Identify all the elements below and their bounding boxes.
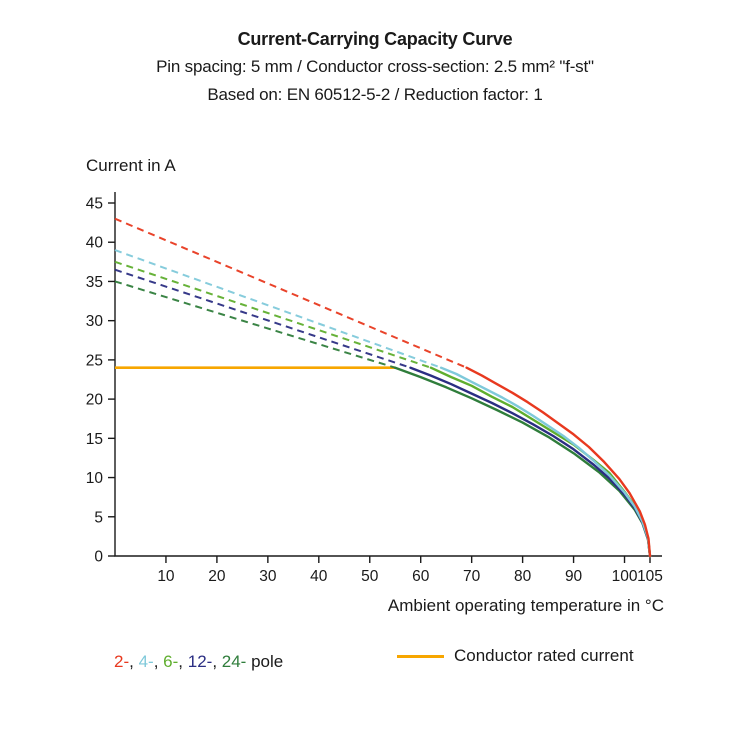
series-group — [114, 217, 652, 558]
x-axis-label: Ambient operating temperature in °C — [387, 596, 664, 615]
x-tick-label: 105 — [637, 568, 663, 585]
series-dashed-2-pole — [114, 217, 467, 369]
series-dashed-12-pole — [114, 268, 411, 369]
legend-suffix: pole — [246, 652, 284, 671]
y-tick-label: 45 — [86, 196, 103, 213]
rated-current-swatch — [397, 654, 444, 658]
series-dashed-4-pole — [114, 249, 442, 369]
y-tick-label: 30 — [86, 313, 104, 330]
legend-separator: , — [212, 652, 222, 671]
rated-current-label: Conductor rated current — [454, 646, 634, 665]
y-tick-label: 35 — [86, 274, 103, 291]
x-tick-label: 70 — [463, 568, 481, 585]
axes-group: 0 5 10 15 20 25 30 35 40 45 10 20 30 40 50 60 70 80 90 100 1… — [86, 192, 663, 585]
y-tick-label: 20 — [86, 392, 104, 409]
x-tick-label: 20 — [208, 568, 226, 585]
series-solid-2-pole — [465, 366, 652, 558]
legend-item-4-pole: 4- — [138, 652, 154, 671]
rated-current-legend: Conductor rated current — [397, 646, 634, 666]
x-tick-label: 100 — [612, 568, 638, 585]
series-solid-4-pole — [439, 366, 652, 558]
legend-separator: , — [153, 652, 164, 671]
chart-header: Current-Carrying Capacity Curve Pin spac… — [0, 25, 750, 109]
legend-separator: , — [129, 652, 139, 671]
x-tick-label: 90 — [565, 568, 583, 585]
series-solid-24-pole — [394, 366, 652, 558]
legend-item-2-pole: 2- — [114, 652, 130, 671]
x-tick-label: 40 — [310, 568, 328, 585]
y-axis-label: Current in A — [86, 156, 176, 175]
series-dashed-6-pole — [114, 260, 432, 369]
x-tick-label: 10 — [157, 568, 175, 585]
x-tick-label: 30 — [259, 568, 277, 585]
y-tick-label: 0 — [94, 549, 103, 566]
chart-title: Current-Carrying Capacity Curve — [237, 29, 513, 49]
y-tick-label: 40 — [86, 235, 104, 252]
pole-count-legend: 2-, 4-, 6-, 12-, 24- pole — [114, 652, 283, 672]
y-tick-label: 15 — [86, 431, 103, 448]
legend-item-12-pole: 12- — [187, 652, 213, 671]
legend-item-24-pole: 24- — [221, 652, 247, 671]
x-tick-label: 80 — [514, 568, 532, 585]
chart-subtitle-spec: Pin spacing: 5 mm / Conductor cross-sect… — [156, 57, 594, 76]
series-dashed-24-pole — [114, 280, 396, 369]
legend-item-6-pole: 6- — [163, 652, 179, 671]
chart-subtitle-standard: Based on: EN 60512-5-2 / Reduction facto… — [207, 85, 543, 104]
series-solid-12-pole — [409, 366, 652, 558]
y-tick-label: 10 — [86, 470, 104, 487]
x-tick-label: 60 — [412, 568, 430, 585]
x-tick-label: 50 — [361, 568, 379, 585]
legend-separator: , — [178, 652, 188, 671]
y-tick-label: 25 — [86, 352, 103, 369]
y-tick-label: 5 — [94, 509, 103, 526]
